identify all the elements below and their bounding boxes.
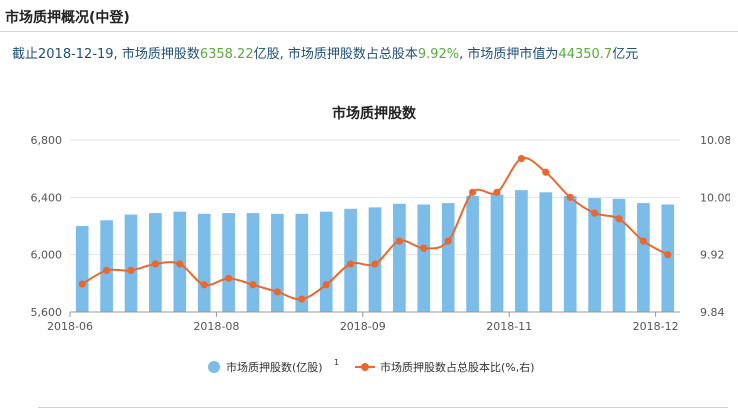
ratio-point <box>273 288 281 296</box>
line-layer <box>78 155 672 303</box>
summary-text-2: 亿股, 市场质押股数占总股本 <box>253 47 418 62</box>
bar <box>197 213 211 312</box>
ratio-point <box>249 281 257 289</box>
legend-line-label: 市场质押股数占总股本比(%,右) <box>380 360 535 374</box>
summary-pledged-shares: 6358.22 <box>199 47 254 62</box>
bar <box>75 226 89 312</box>
legend-bar-label: 市场质押股数(亿股) <box>226 360 323 374</box>
ratio-point <box>395 237 403 245</box>
bar <box>319 211 333 312</box>
summary-market-value: 44350.7 <box>558 47 613 62</box>
section-header: 市场质押概况(中登) <box>0 0 738 32</box>
ratio-point <box>371 260 379 268</box>
bar <box>417 204 431 312</box>
divider <box>38 407 728 408</box>
y-left-tick-label: 6,800 <box>31 134 63 147</box>
bar <box>563 195 577 312</box>
bar <box>441 203 455 312</box>
summary-line: 截止2018-12-19, 市场质押股数6358.22亿股, 市场质押股数占总股… <box>12 43 638 62</box>
bar <box>515 190 528 312</box>
ratio-point <box>566 193 574 201</box>
bar <box>466 195 479 312</box>
x-tick-label: 2018-11 <box>486 320 532 333</box>
ratio-point <box>615 215 623 223</box>
bar <box>368 207 382 312</box>
y-right-tick-label: 10.00 <box>700 191 730 204</box>
ratio-point <box>225 274 233 282</box>
ratio-point <box>322 281 330 289</box>
legend: 市场质押股数(亿股) 1 市场质押股数占总股本比(%,右) <box>208 358 535 374</box>
y-right-tick-label: 10.08 <box>700 134 730 147</box>
ratio-point <box>176 260 184 268</box>
y-right-tick-label: 9.84 <box>700 306 725 319</box>
ratio-point <box>200 281 208 289</box>
bar <box>393 203 406 312</box>
bar <box>124 214 138 312</box>
ratio-point <box>444 237 452 245</box>
summary-text-3: , 市场质押市值为 <box>459 47 559 62</box>
summary-text-4: 亿元 <box>612 47 639 62</box>
ratio-point <box>469 188 477 196</box>
bar <box>246 213 260 312</box>
bar <box>490 194 504 312</box>
ratio-point <box>78 280 86 288</box>
ratio-point <box>420 244 428 252</box>
bar <box>271 213 284 312</box>
ratio-point <box>664 251 672 259</box>
ratio-point <box>591 209 599 217</box>
ratio-point <box>542 168 550 176</box>
x-tick-label: 2018-09 <box>340 320 386 333</box>
y-left-tick-label: 6,000 <box>31 249 63 262</box>
ratio-point <box>298 295 306 303</box>
legend-bar-swatch <box>208 361 220 373</box>
x-tick-label: 2018-12 <box>633 320 679 333</box>
ratio-point <box>127 266 135 275</box>
bar <box>295 213 309 312</box>
bar <box>612 198 626 312</box>
legend-bar-superscript: 1 <box>334 358 339 367</box>
chart-title: 市场质押股数 <box>332 105 417 122</box>
y-left-tick-label: 5,600 <box>31 306 63 319</box>
x-tick-label: 2018-08 <box>193 320 239 333</box>
bar <box>637 203 650 312</box>
bar <box>539 192 553 312</box>
legend-line-marker <box>361 363 369 371</box>
ratio-point <box>517 155 525 163</box>
summary-text-1: 截止2018-12-19, 市场质押股数 <box>12 47 200 62</box>
bars-layer <box>75 190 675 312</box>
summary-pledge-ratio: 9.92% <box>417 47 460 62</box>
bar <box>100 220 113 312</box>
ratio-point <box>151 260 159 268</box>
bar <box>222 213 235 312</box>
ratio-point <box>103 266 111 275</box>
x-tick-label: 2018-06 <box>47 320 93 333</box>
bar <box>588 198 601 312</box>
ratio-point <box>347 260 355 268</box>
y-left-tick-label: 6,400 <box>31 191 63 204</box>
chart-panel: 5,600 6,000 6,400 6,800 9.84 9.92 10.00 10.08 20… <box>18 80 730 410</box>
pledge-chart: 5,600 6,000 6,400 6,800 9.84 9.92 10.00 10.08 20… <box>31 105 731 374</box>
y-right-tick-label: 9.92 <box>700 249 725 262</box>
axis-layer: 5,600 6,000 6,400 6,800 9.84 9.92 10.00 10.08 20… <box>31 134 731 333</box>
ratio-point <box>639 237 648 245</box>
section-title: 市场质押概况(中登) <box>5 10 130 26</box>
ratio-point <box>493 188 501 196</box>
